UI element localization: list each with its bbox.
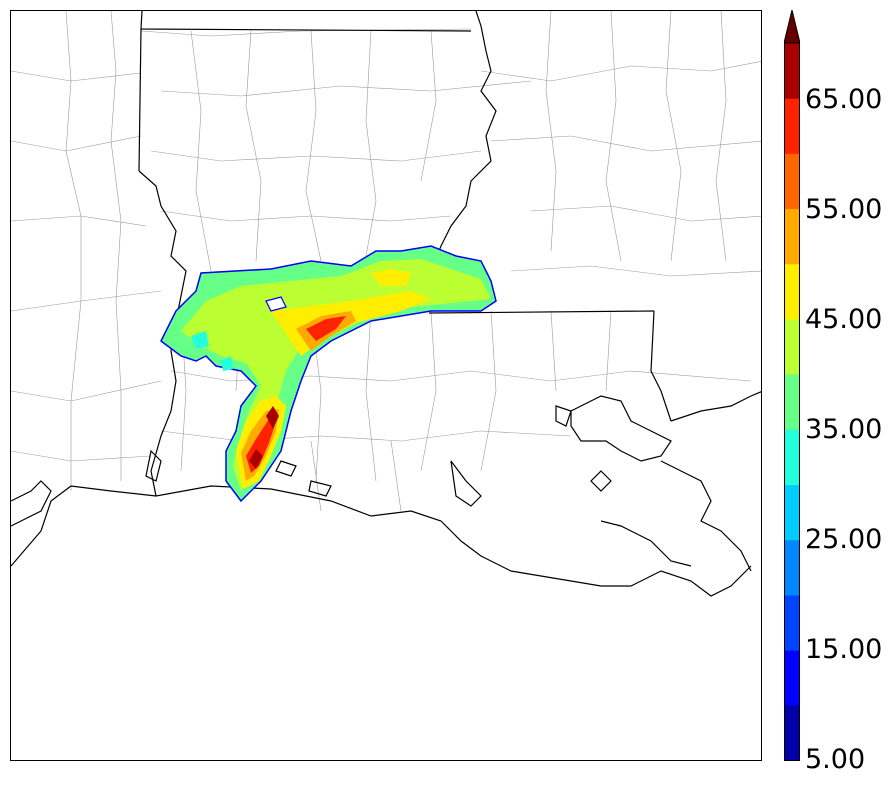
county-boundaries — [11, 11, 761, 512]
colorbar-bin-4 — [784, 484, 800, 541]
colorbar-label-25: 25.00 — [805, 524, 883, 555]
reflectivity-red-band — [306, 316, 346, 341]
colorbar-bin-3 — [784, 539, 800, 596]
colorbar-label-55: 55.00 — [805, 194, 883, 225]
colorbar — [784, 10, 800, 761]
colorbar-bin-7 — [784, 318, 800, 375]
reflectivity-hole — [265, 296, 287, 312]
colorbar-frame — [784, 42, 800, 761]
colorbar-bin-2 — [784, 594, 800, 651]
reflectivity-south-core-dark-red — [249, 406, 279, 469]
colorbar-bin-12 — [784, 43, 800, 99]
colorbar-bin-0 — [784, 705, 800, 761]
colorbar-label-45: 45.00 — [805, 304, 883, 335]
colorbar-bin-9 — [784, 208, 800, 265]
colorbar-bin-8 — [784, 263, 800, 320]
colorbar-bin-10 — [784, 153, 800, 210]
colorbar-label-35: 35.00 — [805, 414, 883, 445]
colorbar-label-65: 65.00 — [805, 84, 883, 115]
colorbar-label-15: 15.00 — [805, 634, 883, 665]
reflectivity-yellow-patch — [371, 269, 411, 286]
colorbar-label-5: 5.00 — [805, 744, 866, 775]
colorbar-bin-6 — [784, 374, 800, 430]
colorbar-extend-arrow — [784, 10, 800, 44]
colorbar-bin-1 — [784, 650, 800, 706]
reflectivity-west-cyan-patch — [191, 331, 233, 371]
colorbar-bin-11 — [784, 98, 800, 154]
colorbar-bin-5 — [784, 429, 800, 486]
colorbar-bins — [784, 43, 800, 761]
map-panel — [10, 10, 762, 761]
reflectivity-field — [160, 245, 497, 503]
radar-reflectivity-map — [11, 11, 761, 597]
